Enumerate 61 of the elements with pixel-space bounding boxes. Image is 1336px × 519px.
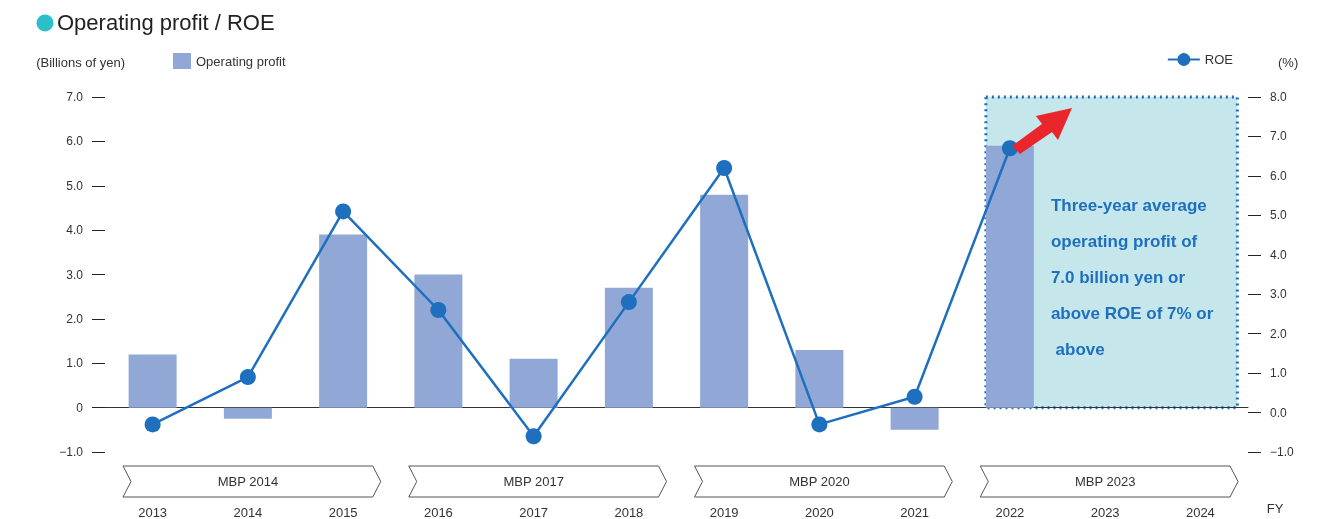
y2-tick-label: 2.0 — [1270, 326, 1288, 341]
y2-tick-label: 4.0 — [1270, 247, 1288, 262]
x-tick-label: 2013 — [138, 505, 168, 519]
bar — [223, 407, 272, 419]
y2-tick-label: 5.0 — [1270, 208, 1288, 223]
y-tick-label: 4.0 — [66, 223, 84, 238]
bar — [509, 358, 558, 408]
bar — [128, 354, 177, 408]
x-tick-label: 2017 — [519, 505, 549, 519]
y-tick-label: 3.0 — [66, 267, 84, 282]
y2-axis-title: (%) — [1278, 55, 1299, 70]
x-tick-label: 2014 — [233, 505, 263, 519]
text: MBP 2023 — [1074, 474, 1136, 489]
point — [144, 416, 161, 433]
y2-tick-label: 8.0 — [1270, 90, 1288, 104]
text: MBP 2020 — [789, 474, 850, 489]
x-tick-label: 2015 — [328, 505, 358, 519]
point — [525, 428, 542, 445]
x-tick-label: 2019 — [709, 505, 739, 519]
x-tick-label: 2020 — [804, 505, 834, 519]
point — [620, 294, 637, 311]
y-tick-label: 0 — [76, 400, 84, 415]
x-tick-label: 2023 — [1090, 505, 1120, 519]
y-tick-label: 7.0 — [66, 90, 84, 104]
y2-tick-label: 7.0 — [1270, 129, 1288, 144]
y-tick-label: 5.0 — [66, 178, 84, 193]
text: MBP 2017 — [503, 474, 564, 489]
y2-tick-label: 6.0 — [1270, 168, 1288, 183]
bar — [890, 407, 939, 430]
y-tick-label: 2.0 — [66, 311, 84, 326]
point — [239, 369, 256, 386]
bar — [795, 349, 844, 408]
bar — [700, 194, 749, 408]
y2-tick-label: 1.0 — [1270, 366, 1288, 381]
x-tick-label: 2018 — [614, 505, 644, 519]
bar — [985, 145, 1034, 408]
y-tick-label: 6.0 — [66, 134, 84, 149]
bar — [604, 287, 653, 408]
point — [335, 203, 352, 220]
point — [716, 160, 733, 176]
y-tick-label: −1.0 — [59, 445, 84, 459]
legend-label: ROE — [1204, 52, 1234, 67]
y2-tick-label: 3.0 — [1270, 287, 1288, 302]
y-tick-label: 1.0 — [66, 356, 84, 371]
text: MBP 2014 — [217, 474, 279, 489]
y-axis-title: (Billions of yen) — [36, 55, 125, 70]
point — [906, 388, 923, 405]
x-tick-label: 2016 — [423, 505, 453, 519]
band-label: Three-year average operating profit of 7.0 billion yen or above ROE of 7% or above — [1050, 195, 1214, 359]
y2-tick-label: −1.0 — [1270, 445, 1295, 459]
legend-label: Operating profit — [196, 53, 286, 69]
x-tick-label: 2021 — [900, 505, 930, 519]
bar — [414, 274, 463, 408]
point — [811, 416, 828, 433]
x-axis-title: FY — [1266, 500, 1284, 516]
x-tick-label: 2022 — [995, 505, 1025, 519]
chart-title: Operating profit / ROE — [57, 9, 275, 35]
bar — [319, 234, 368, 408]
point — [430, 302, 447, 318]
y2-tick-label: 0.0 — [1270, 405, 1288, 420]
x-tick-label: 2024 — [1185, 505, 1215, 519]
